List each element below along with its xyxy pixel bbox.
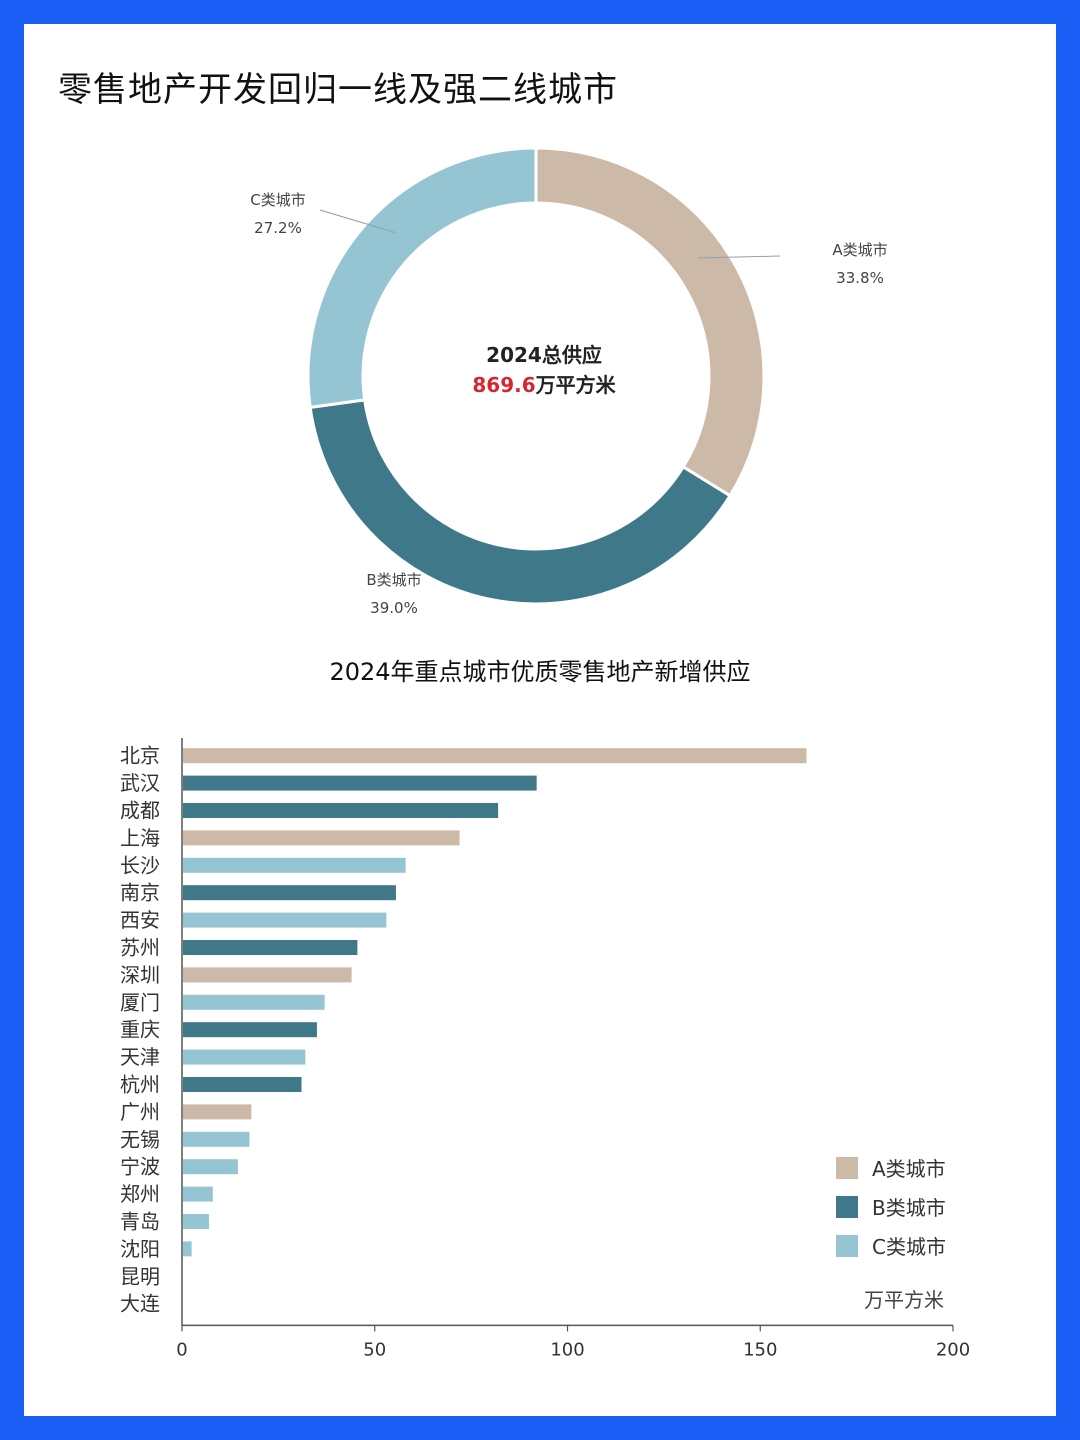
donut-center-title: 2024总供应 <box>486 343 602 367</box>
bar <box>183 994 325 1010</box>
bar <box>183 1104 252 1120</box>
x-tick-label: 100 <box>550 1339 584 1360</box>
y-tick-label: 苏州 <box>120 936 160 960</box>
y-tick-label: 广州 <box>120 1100 160 1124</box>
legend-item-a: A类城市 <box>836 1148 946 1187</box>
y-tick-label: 沈阳 <box>120 1237 160 1261</box>
page-title: 零售地产开发回归一线及强二线城市 <box>58 70 618 110</box>
y-tick-label: 昆明 <box>120 1264 160 1288</box>
legend-item-c: C类城市 <box>836 1226 946 1265</box>
segment-label-c: C类城市 27.2% <box>228 186 328 242</box>
y-tick-label: 郑州 <box>120 1182 160 1206</box>
segment-b-name: B类城市 <box>366 571 422 589</box>
y-tick-label: 青岛 <box>120 1210 160 1234</box>
bar <box>183 748 807 764</box>
y-tick-label: 长沙 <box>120 853 160 877</box>
segment-label-b: B类城市 39.0% <box>344 566 444 622</box>
bar <box>183 1049 306 1065</box>
legend-swatch-b <box>836 1195 858 1218</box>
bar <box>183 775 537 791</box>
bar-chart: 0 50 100 150 200 北京武汉成都上海长沙南京西安苏州深圳厦门重庆天津杭州广州… <box>120 738 970 1360</box>
bar <box>183 1077 302 1092</box>
bar <box>183 940 358 955</box>
y-tick-label: 武汉 <box>120 771 160 795</box>
legend-item-b: B类城市 <box>836 1187 946 1226</box>
donut-slice-a <box>534 146 766 498</box>
donut-center-label: 2024总供应 869.6万平方米 <box>404 340 684 400</box>
card: 零售地产开发回归一线及强二线城市 2024总供应 869.6万平方米 A类城市 … <box>24 24 1056 1416</box>
x-axis-unit: 万平方米 <box>864 1288 944 1312</box>
y-tick-label: 天津 <box>120 1045 160 1069</box>
bar <box>183 857 406 873</box>
y-tick-label: 南京 <box>120 881 160 905</box>
legend-label-c: C类城市 <box>872 1235 946 1259</box>
y-tick-label: 杭州 <box>120 1073 160 1097</box>
bar <box>183 1241 192 1257</box>
y-tick-label: 重庆 <box>120 1018 160 1042</box>
bar <box>183 1159 238 1175</box>
segment-a-pct: 33.8% <box>836 269 884 287</box>
x-tick-label: 200 <box>936 1339 970 1360</box>
segment-c-name: C类城市 <box>250 191 306 209</box>
bar <box>183 1131 250 1147</box>
leader-line-c <box>319 209 396 234</box>
leader-line-a <box>698 255 781 259</box>
bar <box>183 1186 213 1202</box>
donut-total-value: 869.6 <box>472 373 536 397</box>
segment-c-pct: 27.2% <box>254 219 302 237</box>
legend: A类城市 B类城市 C类城市 <box>836 1148 946 1265</box>
y-tick-label: 上海 <box>120 826 160 850</box>
y-tick-label: 宁波 <box>120 1155 160 1179</box>
y-tick-label: 北京 <box>120 744 160 768</box>
bar <box>183 1022 317 1038</box>
y-tick-label: 厦门 <box>120 990 160 1014</box>
legend-label-b: B类城市 <box>872 1196 946 1220</box>
x-tick-label: 50 <box>363 1339 386 1360</box>
y-tick-label: 成都 <box>120 799 160 823</box>
donut-slice-b <box>308 398 733 606</box>
y-tick-label: 大连 <box>120 1292 160 1316</box>
donut-center-total: 869.6万平方米 <box>404 370 684 400</box>
segment-b-pct: 39.0% <box>370 599 418 617</box>
bar <box>183 885 396 901</box>
x-tick-label: 0 <box>176 1339 187 1360</box>
legend-swatch-c <box>836 1234 858 1257</box>
segment-a-name: A类城市 <box>832 241 888 259</box>
bar <box>183 1214 209 1229</box>
y-tick-label: 西安 <box>120 908 160 932</box>
bar <box>183 967 352 983</box>
x-tick-label: 150 <box>743 1339 777 1360</box>
segment-label-a: A类城市 33.8% <box>810 236 910 292</box>
y-tick-label: 无锡 <box>120 1127 160 1151</box>
legend-swatch-a <box>836 1156 858 1179</box>
bar-chart-title: 2024年重点城市优质零售地产新增供应 <box>329 658 751 686</box>
bar <box>183 830 460 846</box>
donut-slice-c <box>306 146 538 410</box>
bar <box>183 803 499 818</box>
y-tick-label: 深圳 <box>120 963 160 987</box>
bar <box>183 912 387 928</box>
donut-total-unit: 万平方米 <box>535 373 616 397</box>
legend-label-a: A类城市 <box>872 1157 946 1181</box>
donut-chart <box>306 146 781 606</box>
